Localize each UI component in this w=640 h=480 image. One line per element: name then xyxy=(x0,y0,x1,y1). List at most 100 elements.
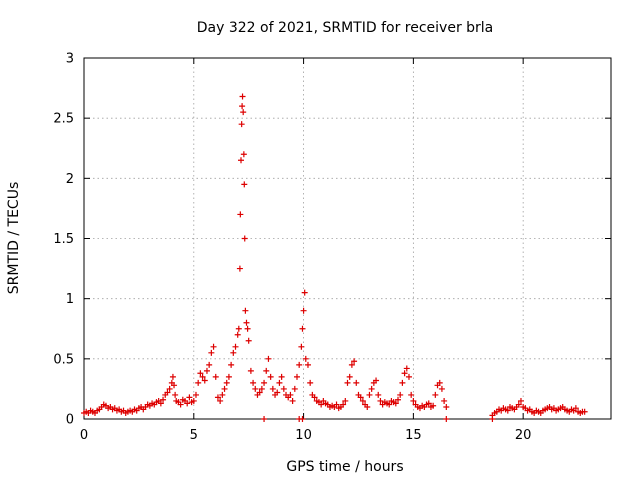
data-point xyxy=(307,379,314,386)
data-point xyxy=(225,373,232,380)
y-tick-label: 1 xyxy=(66,292,74,307)
data-point xyxy=(395,396,402,403)
data-point xyxy=(214,394,221,401)
data-point xyxy=(397,391,404,398)
y-tick-label: 2 xyxy=(66,172,74,187)
data-point xyxy=(287,391,294,398)
data-point xyxy=(258,385,265,392)
x-axis-label: GPS time / hours xyxy=(286,459,403,475)
data-point xyxy=(265,355,272,362)
data-point xyxy=(240,109,247,116)
data-point xyxy=(318,401,325,408)
data-point xyxy=(410,397,417,404)
data-point xyxy=(172,391,179,398)
data-point xyxy=(408,391,415,398)
data-point xyxy=(201,377,208,384)
data-point xyxy=(311,394,318,401)
y-axis-label: SRMTID / TECUs xyxy=(6,182,22,295)
data-point xyxy=(353,379,360,386)
data-point xyxy=(184,400,191,407)
data-point xyxy=(157,400,164,407)
data-point xyxy=(438,385,445,392)
data-point xyxy=(236,265,243,272)
y-tick-label: 1.5 xyxy=(53,232,74,247)
x-tick-label: 5 xyxy=(190,428,198,443)
data-point xyxy=(375,391,382,398)
data-point xyxy=(399,379,406,386)
data-point xyxy=(373,377,380,384)
data-point xyxy=(278,373,285,380)
data-point xyxy=(289,397,296,404)
data-point xyxy=(206,361,213,368)
data-point xyxy=(244,325,251,332)
data-point xyxy=(357,394,364,401)
data-point xyxy=(232,343,239,350)
data-point xyxy=(195,379,202,386)
data-point xyxy=(242,307,249,314)
y-tick-label: 0.5 xyxy=(53,352,74,367)
x-tick-label: 0 xyxy=(80,428,88,443)
data-point xyxy=(235,325,242,332)
data-point xyxy=(223,379,230,386)
x-tick-label: 10 xyxy=(295,428,312,443)
chart-title: Day 322 of 2021, SRMTID for receiver brl… xyxy=(197,20,494,36)
x-tick-label: 20 xyxy=(515,428,532,443)
data-point xyxy=(351,358,358,365)
data-point xyxy=(217,397,224,404)
data-point xyxy=(203,367,210,374)
x-tick-labels: 0 5 10 15 20 xyxy=(80,428,532,443)
data-point xyxy=(250,379,257,386)
y-tick-label: 3 xyxy=(66,52,74,67)
data-point xyxy=(346,373,353,380)
data-point xyxy=(443,416,450,422)
data-point xyxy=(425,400,432,407)
data-point xyxy=(359,397,366,404)
data-point xyxy=(274,389,281,396)
data-point xyxy=(405,373,412,380)
data-point xyxy=(298,343,305,350)
data-point xyxy=(190,397,197,404)
data-point xyxy=(186,394,193,401)
data-point xyxy=(293,373,300,380)
data-point xyxy=(219,391,226,398)
data-point xyxy=(517,397,524,404)
data-point xyxy=(301,289,308,296)
data-point xyxy=(169,373,176,380)
data-point xyxy=(489,416,496,422)
plot-frame xyxy=(83,57,612,420)
data-point xyxy=(302,355,309,362)
data-point xyxy=(291,385,298,392)
data-point xyxy=(197,370,204,377)
data-point xyxy=(340,401,347,408)
data-point xyxy=(304,361,311,368)
data-point xyxy=(245,337,252,344)
data-point xyxy=(280,385,287,392)
data-point xyxy=(239,93,246,100)
data-point xyxy=(377,397,384,404)
data-point xyxy=(263,367,270,374)
data-point xyxy=(430,402,437,409)
data-point xyxy=(256,389,263,396)
data-point xyxy=(299,416,306,422)
data-point xyxy=(252,385,259,392)
x-tick-label: 15 xyxy=(405,428,422,443)
data-point xyxy=(333,401,340,408)
data-point xyxy=(364,403,371,410)
data-point xyxy=(237,211,244,218)
data-point xyxy=(432,391,439,398)
data-point xyxy=(261,416,268,422)
data-point xyxy=(300,307,307,314)
y-tick-label: 2.5 xyxy=(53,112,74,127)
data-point xyxy=(221,385,228,392)
data-point xyxy=(342,397,349,404)
y-tick-labels: 0 0.5 1 1.5 2 2.5 3 xyxy=(53,52,74,428)
data-point xyxy=(504,407,511,414)
data-point xyxy=(166,385,173,392)
data-point xyxy=(164,389,171,396)
data-point xyxy=(240,151,247,158)
data-point xyxy=(441,397,448,404)
axis-ticks xyxy=(83,57,611,420)
data-point xyxy=(234,331,241,338)
data-point xyxy=(210,343,217,350)
